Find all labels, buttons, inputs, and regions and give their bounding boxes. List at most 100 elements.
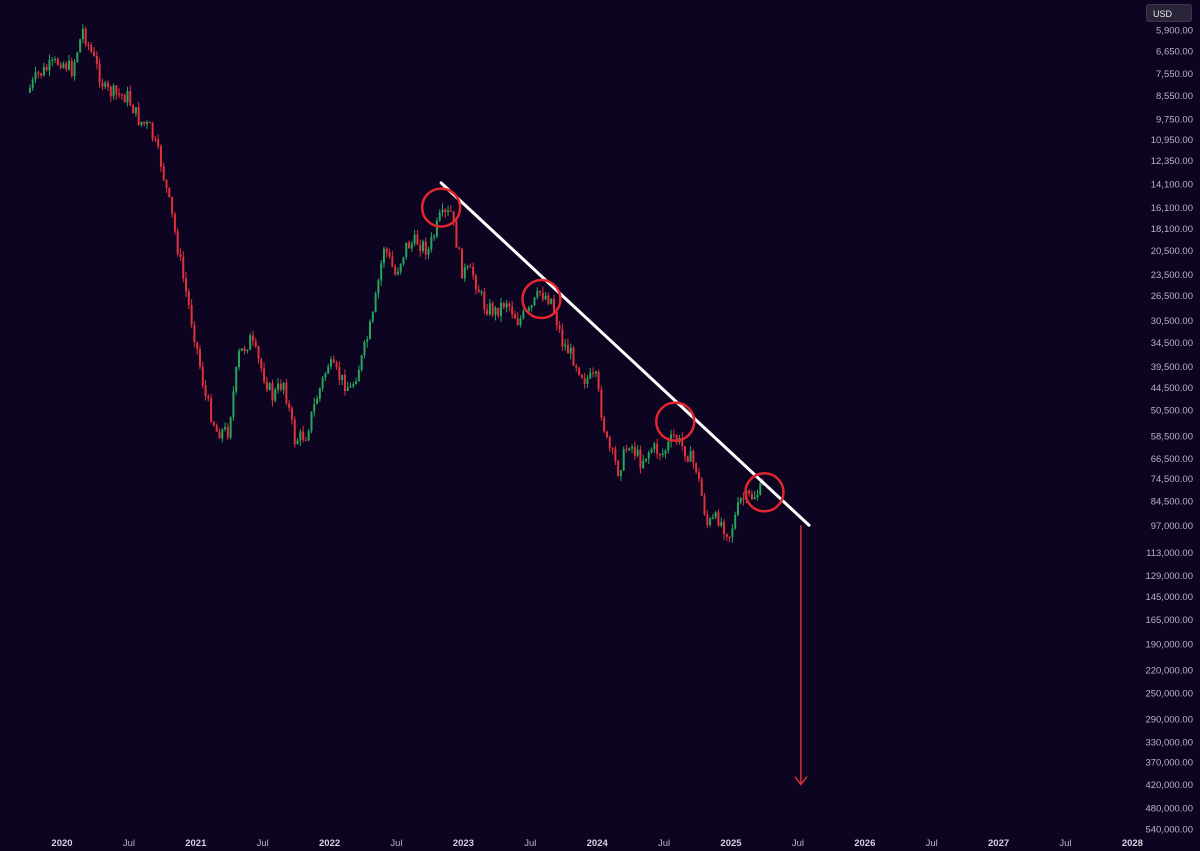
candle	[413, 229, 416, 247]
candle-body	[87, 44, 90, 46]
candle	[592, 367, 595, 378]
candle	[360, 354, 363, 372]
candle	[605, 430, 608, 439]
candle	[240, 348, 243, 352]
time-tick-label: 2023	[453, 838, 474, 849]
candle	[731, 524, 734, 543]
candle-body	[260, 358, 263, 369]
candle	[435, 217, 438, 239]
candle	[366, 335, 369, 348]
candle-body	[226, 426, 229, 438]
candle-body	[179, 254, 182, 257]
price-tick-label: 74,500.00	[1151, 474, 1193, 485]
candle-body	[346, 387, 349, 392]
candle-body	[120, 94, 123, 96]
candle-body	[182, 256, 185, 279]
candle-body	[148, 122, 151, 124]
candle-body	[642, 460, 645, 468]
trendline[interactable]	[439, 181, 811, 527]
candle-body	[628, 448, 631, 451]
candle	[382, 246, 385, 268]
currency-badge[interactable]: USD	[1146, 4, 1192, 22]
candle-body	[360, 355, 363, 370]
price-tick-label: 370,000.00	[1145, 758, 1193, 769]
touch-point-circle[interactable]	[744, 472, 785, 513]
candle-body	[480, 291, 483, 293]
candle	[380, 260, 383, 286]
candle-body	[143, 121, 146, 124]
candle	[70, 57, 73, 78]
candle-body	[486, 309, 489, 315]
candle-body	[692, 451, 695, 464]
candle-body	[505, 303, 508, 308]
candle	[572, 345, 575, 366]
candle	[377, 278, 380, 299]
candle	[441, 203, 444, 217]
candle	[700, 476, 703, 497]
candle	[176, 228, 179, 257]
candle	[720, 517, 723, 528]
candle	[500, 297, 503, 322]
candle-body	[352, 384, 355, 387]
candle-body	[664, 450, 667, 454]
candle-body	[483, 291, 486, 310]
candle-body	[357, 369, 360, 382]
candle	[564, 339, 567, 351]
candle	[246, 349, 249, 354]
candle-body	[736, 502, 739, 515]
price-tick-label: 23,500.00	[1151, 270, 1193, 281]
candle-body	[734, 514, 737, 529]
candle-body	[201, 366, 204, 386]
candle-body	[750, 493, 753, 500]
candle	[466, 264, 469, 271]
candle	[332, 355, 335, 364]
touch-point-circle[interactable]	[420, 187, 462, 228]
candle-body	[658, 454, 661, 456]
candle-body	[115, 85, 118, 94]
candle-body	[338, 367, 341, 380]
candle-body	[633, 446, 636, 456]
candle	[265, 376, 268, 393]
candle-body	[656, 443, 659, 455]
candle	[399, 263, 402, 275]
candle-body	[212, 421, 215, 426]
candle	[684, 445, 687, 462]
candle-body	[396, 271, 399, 275]
touch-point-circle[interactable]	[521, 278, 562, 320]
candle	[271, 379, 274, 407]
candle	[90, 42, 93, 54]
candle	[106, 80, 109, 92]
candle	[51, 56, 54, 67]
candle-body	[711, 517, 714, 519]
price-tick-label: 129,000.00	[1145, 571, 1193, 582]
candle-body	[73, 61, 76, 77]
candle	[661, 448, 664, 458]
candle	[516, 312, 519, 326]
candle	[550, 298, 553, 305]
candle	[299, 429, 302, 447]
candle-body	[65, 63, 68, 70]
time-tick-label: Jul	[792, 838, 804, 849]
candle	[709, 516, 712, 528]
candle-body	[249, 335, 252, 350]
candle	[81, 24, 84, 44]
candle	[293, 416, 296, 448]
candle	[458, 246, 461, 251]
candle	[201, 361, 204, 389]
candle-body	[45, 66, 48, 71]
candle-body	[539, 290, 542, 293]
candle-body	[341, 374, 344, 380]
candle-body	[723, 522, 726, 534]
candle-body	[263, 368, 266, 382]
candle-body	[731, 528, 734, 537]
candle	[304, 437, 307, 442]
projection-arrow[interactable]	[794, 525, 808, 786]
candle-body	[343, 374, 346, 392]
candle	[357, 365, 360, 382]
touch-point-circle[interactable]	[655, 401, 696, 442]
candle	[123, 93, 126, 103]
candle-body	[477, 289, 480, 293]
candle-body	[28, 87, 31, 93]
